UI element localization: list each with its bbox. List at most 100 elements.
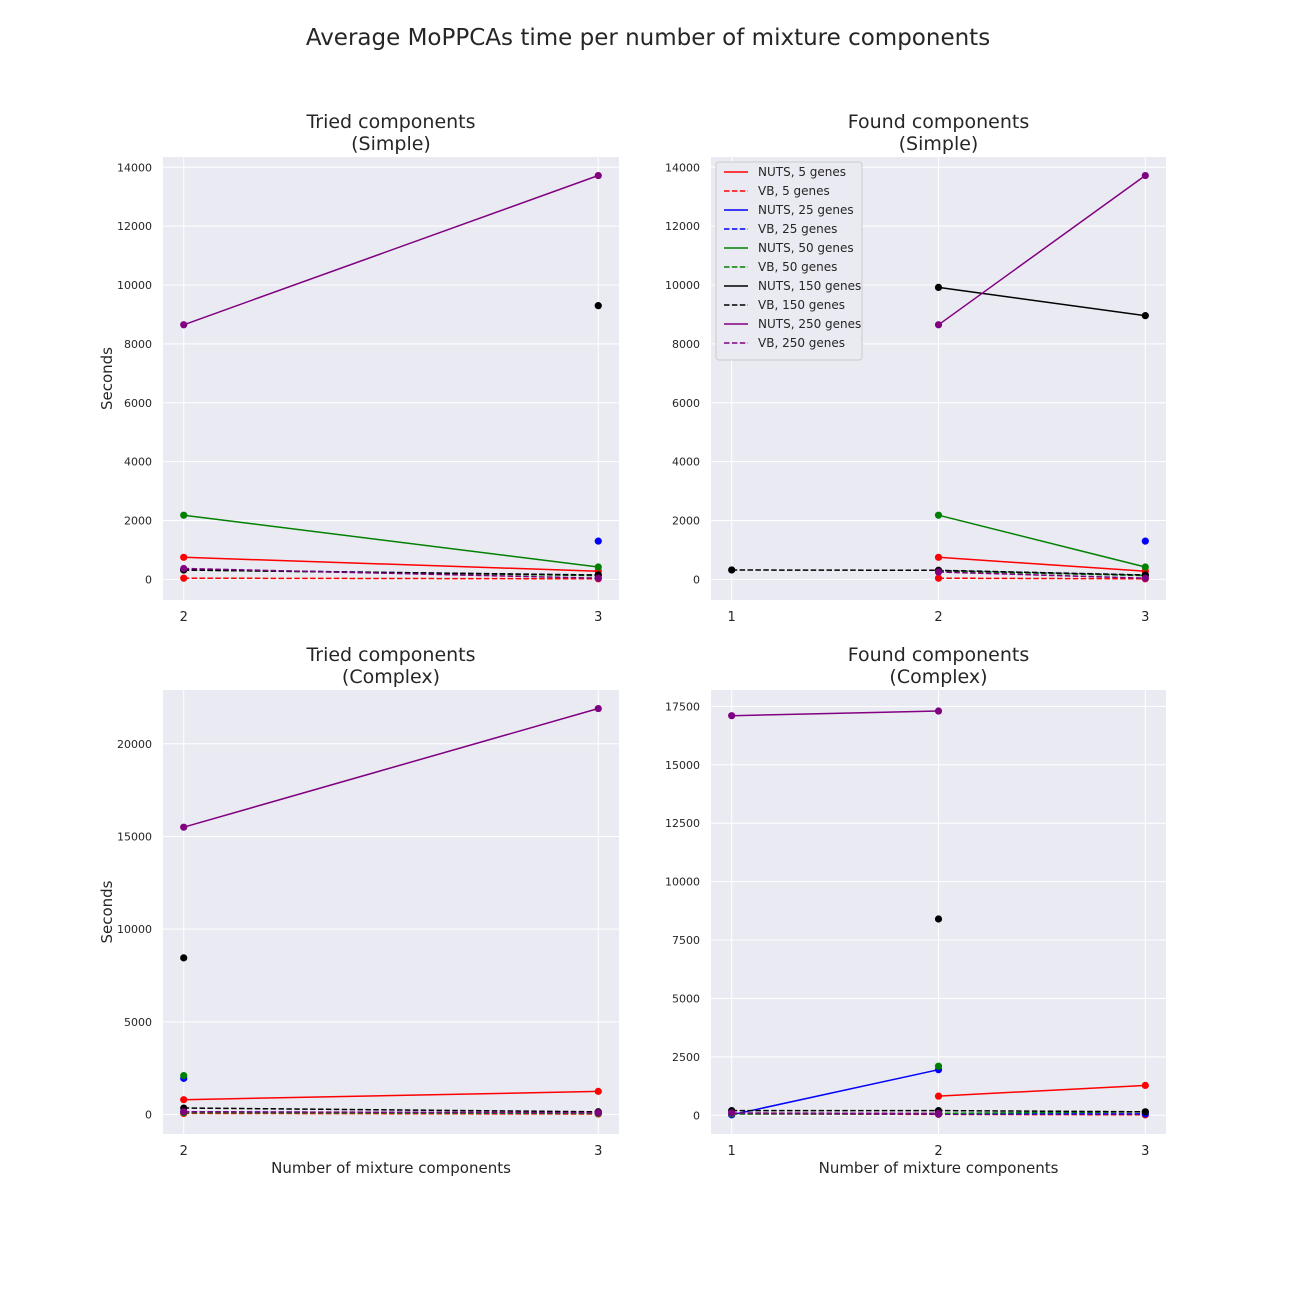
subplot-4: 0 2500 5000 7500 10000 12500 15000 17500 1 2 3 Foun… — [665, 644, 1166, 1177]
data-point — [180, 954, 188, 962]
series-line — [183, 1107, 599, 1113]
y-tick-label: 0 — [145, 573, 152, 586]
data-point — [1141, 563, 1149, 571]
y-tick-label: 0 — [693, 573, 700, 586]
data-point — [1141, 171, 1149, 180]
series-line — [938, 286, 1146, 317]
data-point — [180, 564, 188, 573]
series — [934, 511, 1149, 571]
series-line — [183, 567, 599, 579]
x-tick-label: 1 — [728, 610, 736, 625]
plot-area — [163, 157, 619, 600]
series-line — [938, 1084, 1146, 1097]
series — [180, 704, 602, 831]
series — [180, 1072, 188, 1080]
x-tick-label: 2 — [180, 1144, 188, 1159]
y-tick-label: 12000 — [665, 220, 700, 233]
y-tick-label: 4000 — [672, 456, 700, 469]
data-point — [594, 1087, 602, 1095]
y-tick-label: 0 — [145, 1109, 152, 1122]
x-tick-label: 3 — [594, 1144, 602, 1159]
y-tick-label: 2000 — [124, 515, 152, 528]
data-point — [934, 1062, 943, 1070]
data-point — [1141, 537, 1149, 545]
series-line — [938, 571, 1146, 579]
data-point — [1141, 1081, 1149, 1089]
x-tick-label: 3 — [1141, 1144, 1149, 1159]
series — [180, 954, 188, 962]
x-tick-label: 3 — [1141, 610, 1149, 625]
data-point — [594, 537, 602, 545]
y-tick-label: 2000 — [672, 515, 700, 528]
legend-entry: NUTS, 50 genes — [758, 241, 854, 255]
data-point — [594, 302, 602, 310]
legend-entry: NUTS, 250 genes — [758, 317, 861, 331]
y-tick-label: 14000 — [117, 161, 152, 174]
legend-entry: NUTS, 150 genes — [758, 279, 861, 293]
data-point — [934, 707, 943, 715]
series — [934, 171, 1149, 329]
series-line — [938, 577, 1146, 580]
y-tick-label: 12000 — [117, 220, 152, 233]
legend-entry: VB, 5 genes — [758, 184, 830, 198]
series-line — [183, 556, 599, 572]
series-line — [183, 174, 599, 326]
y-tick-label: 10000 — [665, 876, 700, 889]
legend-entry: VB, 150 genes — [758, 298, 845, 312]
data-point — [180, 823, 188, 831]
data-point — [594, 1109, 602, 1117]
y-tick-label: 15000 — [117, 830, 152, 843]
data-point — [934, 553, 943, 561]
data-point — [728, 566, 736, 574]
series-line — [183, 1111, 599, 1115]
series-line — [731, 710, 939, 717]
data-point — [594, 171, 602, 180]
y-tick-label: 15000 — [665, 759, 700, 772]
subplot-title: (Simple) — [899, 133, 979, 155]
x-tick-label: 2 — [934, 610, 942, 625]
subplot-title: (Complex) — [889, 666, 987, 688]
data-point — [934, 321, 943, 329]
data-point — [180, 574, 188, 582]
figure-title: Average MoPPCAs time per number of mixtu… — [306, 25, 990, 51]
y-tick-label: 10000 — [665, 279, 700, 292]
series-line — [183, 569, 599, 576]
series — [594, 537, 602, 545]
data-point — [180, 1072, 188, 1080]
subplot-2: 0 2000 4000 6000 8000 10000 12000 14000 1 2 3 Found… — [665, 111, 1166, 625]
data-point — [594, 704, 602, 713]
subplot-3: 0 5000 10000 15000 20000 2 3 Tried components(C… — [98, 644, 619, 1177]
data-point — [180, 1108, 188, 1116]
y-tick-label: 2500 — [672, 1051, 700, 1064]
x-axis-label: Number of mixture components — [271, 1159, 511, 1177]
y-tick-label: 0 — [693, 1109, 700, 1122]
series — [934, 915, 943, 923]
y-axis-label: Seconds — [98, 347, 116, 410]
series — [728, 707, 943, 720]
series — [934, 1062, 943, 1070]
legend-box — [715, 161, 863, 361]
data-point — [934, 511, 943, 519]
y-tick-label: 20000 — [117, 738, 152, 751]
series-line — [731, 1068, 939, 1116]
series — [180, 564, 602, 582]
legend-entry: NUTS, 25 genes — [758, 203, 854, 217]
data-point — [180, 511, 188, 519]
x-tick-label: 3 — [594, 610, 602, 625]
data-point — [1141, 574, 1149, 582]
series — [934, 1081, 1149, 1100]
series — [728, 1109, 943, 1118]
data-point — [934, 1109, 943, 1118]
data-point — [180, 1096, 188, 1104]
subplot-title: (Simple) — [351, 133, 431, 155]
data-point — [934, 1092, 943, 1100]
subplot-title: Found components — [848, 111, 1029, 133]
y-tick-label: 6000 — [124, 397, 152, 410]
data-point — [1141, 312, 1149, 320]
y-tick-label: 7500 — [672, 934, 700, 947]
legend: NUTS, 5 genes VB, 5 genes NUTS, 25 genes VB… — [715, 161, 863, 361]
y-tick-label: 4000 — [124, 456, 152, 469]
y-tick-label: 5000 — [672, 992, 700, 1005]
data-point — [934, 283, 943, 291]
